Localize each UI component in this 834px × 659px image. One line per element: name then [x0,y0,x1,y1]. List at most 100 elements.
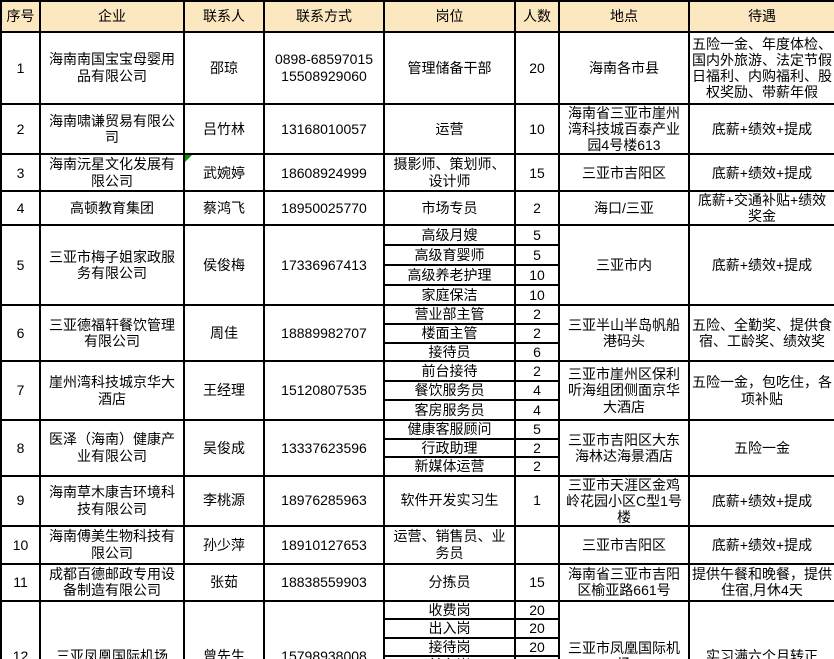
contact-name-cell[interactable]: 邵琼 [183,31,265,105]
headcount-cell[interactable]: 6 [514,342,560,362]
headcount-cell[interactable]: 20 [514,599,560,621]
location-cell[interactable]: 三亚市吉阳区 [558,524,690,565]
position-cell[interactable]: 运营、销售员、业务员 [383,524,516,565]
position-cell[interactable]: 管理储备干部 [383,31,516,105]
position-cell[interactable]: 客房服务员 [383,399,516,421]
company-cell[interactable]: 海南南国宝宝母婴用品有限公司 [39,31,185,105]
row-number-cell[interactable]: 1 [0,31,41,105]
position-cell[interactable]: 前台岗 [383,655,516,659]
headcount-cell[interactable]: 1 [514,474,560,527]
row-number-cell[interactable]: 4 [0,190,41,227]
contact-name-cell[interactable]: 周佳 [183,304,265,363]
benefits-cell[interactable]: 底薪+绩效+提成 [688,153,834,193]
headcount-cell[interactable]: 2 [514,438,560,458]
row-number-cell[interactable]: 9 [0,474,41,527]
headcount-cell[interactable]: 10 [514,284,560,307]
position-cell[interactable]: 出入岗 [383,618,516,639]
contact-name-cell[interactable]: 吕竹林 [183,102,265,156]
phone-cell[interactable]: 18889982707 [263,304,385,363]
headcount-cell[interactable]: 5 [514,244,560,267]
headcount-cell[interactable]: 20 [514,637,560,658]
cell-error-indicator-icon[interactable] [186,156,192,163]
company-cell[interactable]: 海南啸谦贸易有限公司 [39,102,185,156]
headcount-cell[interactable]: 20 [514,31,560,105]
row-number-cell[interactable]: 5 [0,224,41,307]
headcount-cell[interactable]: 20 [514,655,560,659]
row-number-cell[interactable]: 11 [0,562,41,602]
contact-name-cell[interactable]: 王经理 [183,360,265,421]
company-cell[interactable]: 海南傅美生物科技有限公司 [39,524,185,565]
benefits-cell[interactable]: 底薪+绩效+提成 [688,224,834,307]
location-cell[interactable]: 三亚市崖州区保利听海组团侧面京华大酒店 [558,360,690,421]
position-cell[interactable]: 市场专员 [383,190,516,227]
phone-cell[interactable]: 0898-68597015 15508929060 [263,31,385,105]
column-header-company[interactable]: 企业 [39,0,185,33]
contact-name-cell[interactable]: 侯俊梅 [183,224,265,307]
position-cell[interactable]: 高级养老护理 [383,264,516,287]
headcount-cell[interactable]: 2 [514,323,560,344]
column-header-location[interactable]: 地点 [558,0,690,33]
contact-name-cell[interactable]: 孙少萍 [183,524,265,565]
company-cell[interactable]: 医泽（海南）健康产业有限公司 [39,418,185,477]
location-cell[interactable]: 三亚半山半岛帆船港码头 [558,304,690,363]
headcount-cell[interactable]: 2 [514,456,560,477]
headcount-cell[interactable]: 20 [514,618,560,639]
phone-cell[interactable]: 17336967413 [263,224,385,307]
column-header-position[interactable]: 岗位 [383,0,516,33]
headcount-cell[interactable]: 15 [514,153,560,193]
position-cell[interactable]: 收费岗 [383,599,516,621]
column-header-index[interactable]: 序号 [0,0,41,33]
position-cell[interactable]: 家庭保洁 [383,284,516,307]
benefits-cell[interactable]: 底薪+绩效+提成 [688,524,834,565]
phone-cell[interactable]: 18950025770 [263,190,385,227]
position-cell[interactable]: 摄影师、策划师、设计师 [383,153,516,193]
benefits-cell[interactable]: 底薪+绩效+提成 [688,474,834,527]
position-cell[interactable]: 接待岗 [383,637,516,658]
location-cell[interactable]: 海口/三亚 [558,190,690,227]
company-cell[interactable]: 海南沅星文化发展有限公司 [39,153,185,193]
row-number-cell[interactable]: 6 [0,304,41,363]
benefits-cell[interactable]: 实习满六个月转正 [688,599,834,659]
contact-name-cell[interactable]: 李桃源 [183,474,265,527]
phone-cell[interactable]: 18910127653 [263,524,385,565]
benefits-cell[interactable]: 五险、全勤奖、提供食宿、工龄奖、绩效奖 [688,304,834,363]
headcount-cell[interactable]: 10 [514,264,560,287]
contact-name-cell[interactable]: 曾先生 [183,599,265,659]
position-cell[interactable]: 新媒体运营 [383,456,516,477]
benefits-cell[interactable]: 五险一金 [688,418,834,477]
position-cell[interactable]: 接待员 [383,342,516,362]
company-cell[interactable]: 成都百德邮政专用设备制造有限公司 [39,562,185,602]
contact-name-cell[interactable]: 武婉婷 [183,153,265,193]
location-cell[interactable]: 三亚市天涯区金鸡岭花园小区C型1号楼 [558,474,690,527]
column-header-contact[interactable]: 联系人 [183,0,265,33]
column-header-benefits[interactable]: 待遇 [688,0,834,33]
location-cell[interactable]: 海南省三亚市吉阳区榆亚路661号 [558,562,690,602]
company-cell[interactable]: 三亚市梅子姐家政服务有限公司 [39,224,185,307]
headcount-cell[interactable]: 10 [514,102,560,156]
row-number-cell[interactable]: 2 [0,102,41,156]
row-number-cell[interactable]: 7 [0,360,41,421]
row-number-cell[interactable]: 10 [0,524,41,565]
contact-name-cell[interactable]: 吴俊成 [183,418,265,477]
position-cell[interactable]: 分拣员 [383,562,516,602]
headcount-cell[interactable]: 15 [514,562,560,602]
benefits-cell[interactable]: 底薪+交通补贴+绩效奖金 [688,190,834,227]
contact-name-cell[interactable]: 张茹 [183,562,265,602]
position-cell[interactable]: 高级月嫂 [383,224,516,247]
company-cell[interactable]: 高顿教育集团 [39,190,185,227]
position-cell[interactable]: 餐饮服务员 [383,380,516,402]
headcount-cell[interactable]: 5 [514,419,560,440]
phone-cell[interactable]: 18838559903 [263,562,385,602]
phone-cell[interactable]: 13168010057 [263,102,385,156]
location-cell[interactable]: 海南各市县 [558,31,690,105]
benefits-cell[interactable]: 五险一金，包吃住，各项补贴 [688,360,834,421]
location-cell[interactable]: 三亚市吉阳区 [558,153,690,193]
position-cell[interactable]: 楼面主管 [383,323,516,344]
location-cell[interactable]: 海南省三亚市崖州湾科技城百泰产业园4号楼613 [558,102,690,156]
position-cell[interactable]: 高级育婴师 [383,244,516,267]
contact-name-cell[interactable]: 蔡鸿飞 [183,190,265,227]
benefits-cell[interactable]: 提供午餐和晚餐，提供住宿,月休4天 [688,562,834,602]
headcount-cell[interactable]: 4 [514,380,560,402]
row-number-cell[interactable]: 12 [0,599,41,659]
position-cell[interactable]: 前台接待 [383,360,516,382]
